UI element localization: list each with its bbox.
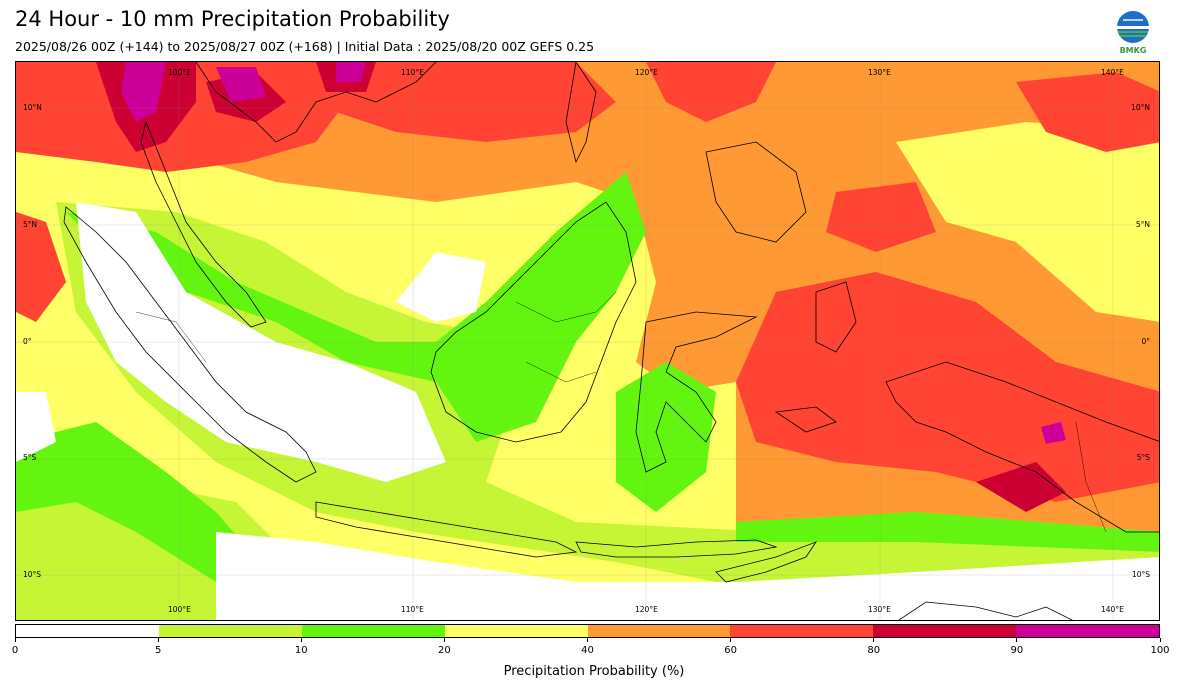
lat-label-left-5n: 5°N (23, 220, 38, 229)
field-90-100 (121, 62, 1066, 444)
map-canvas (16, 62, 1159, 620)
graticule (16, 62, 1159, 620)
australia-coastline (898, 601, 1073, 620)
luzon-coastline (565, 62, 597, 164)
colorbar-segment-0 (16, 625, 159, 637)
lat-label-right-10n: 10°N (1131, 103, 1150, 112)
lesser-sunda-coastline (575, 539, 778, 558)
lat-label-right-0: 0° (1141, 337, 1150, 346)
lat-label-right-5n: 5°N (1135, 220, 1150, 229)
lat-label-left-0: 0° (23, 337, 32, 346)
chart-subtitle: 2025/08/26 00Z (+144) to 2025/08/27 00Z … (15, 39, 595, 54)
lat-label-right-10s: 10°S (1131, 570, 1150, 579)
lon-label-top-120: 120°E (635, 68, 658, 77)
field-10-20 (16, 172, 1159, 582)
colorbar-tick-label: 20 (438, 645, 451, 656)
borneo-coastline (430, 201, 637, 443)
colorbar-segment-3 (444, 625, 588, 637)
lon-label-bottom-120: 120°E (635, 605, 658, 614)
lon-label-bottom-100: 100°E (168, 605, 191, 614)
colorbar-tick-mark (157, 638, 159, 642)
colorbar-title: Precipitation Probability (%) (503, 664, 685, 679)
coastlines (63, 62, 1159, 620)
lon-label-top-130: 130°E (868, 68, 891, 77)
colorbar-tick-label: 0 (11, 645, 19, 656)
precipitation-map: 100°E 110°E 120°E 130°E 140°E 100°E 110°… (15, 61, 1160, 621)
lat-label-left-10s: 10°S (23, 570, 42, 579)
indochina-coastline (195, 62, 437, 143)
lat-label-right-5s: 5°S (1136, 453, 1150, 462)
colorbar (15, 624, 1160, 638)
lon-label-top-140: 140°E (1101, 68, 1124, 77)
colorbar-tick-mark (873, 638, 875, 642)
colorbar-segment-6 (873, 625, 1017, 637)
malay-peninsula-coastline (140, 120, 267, 328)
colorbar-segment-2 (301, 625, 445, 637)
colorbar-tick-mark (300, 638, 302, 642)
halmahera-coastline (815, 281, 857, 353)
chart-title: 24 Hour - 10 mm Precipitation Probabilit… (15, 7, 450, 31)
colorbar-tick-label: 100 (1150, 645, 1170, 656)
sulawesi-coastline (635, 311, 758, 473)
colorbar-tick-label: 90 (1010, 645, 1024, 656)
colorbar-tick-mark (14, 638, 16, 642)
lat-label-left-10n: 10°N (23, 103, 42, 112)
lon-label-bottom-130: 130°E (868, 605, 891, 614)
mindanao-coastline (705, 141, 807, 243)
colorbar-tick-mark (587, 638, 588, 642)
colorbar-tick-label: 60 (724, 645, 737, 656)
colorbar-tick-mark (730, 638, 732, 642)
lon-label-bottom-110: 110°E (401, 605, 424, 614)
colorbar-segment-4 (587, 625, 731, 637)
lat-label-left-5s: 5°S (23, 453, 37, 462)
province-borders (135, 291, 1107, 533)
timor-coastline (715, 541, 818, 583)
colorbar-tick-label: 10 (294, 645, 308, 656)
java-coastline (315, 501, 578, 558)
colorbar-tick-mark (1159, 638, 1161, 642)
bmkg-logo-icon: BMKG (1114, 10, 1152, 56)
colorbar-tick-label: 5 (154, 645, 162, 656)
colorbar-tick-label: 80 (867, 645, 881, 656)
colorbar-segment-5 (730, 625, 874, 637)
lon-label-top-100: 100°E (168, 68, 191, 77)
logo-text: BMKG (1120, 46, 1147, 55)
seram-coastline (774, 406, 837, 433)
colorbar-tick-mark (443, 638, 445, 642)
colorbar-segment-7 (1016, 625, 1159, 637)
sumatra-coastline (63, 206, 317, 483)
field-0-5 (16, 202, 1159, 620)
new-guinea-coastline (885, 361, 1159, 533)
lon-label-bottom-140: 140°E (1101, 605, 1124, 614)
colorbar-segment-1 (158, 625, 302, 637)
lon-label-top-110: 110°E (401, 68, 424, 77)
colorbar-tick-mark (1016, 638, 1018, 642)
colorbar-tick-label: 40 (581, 645, 594, 656)
